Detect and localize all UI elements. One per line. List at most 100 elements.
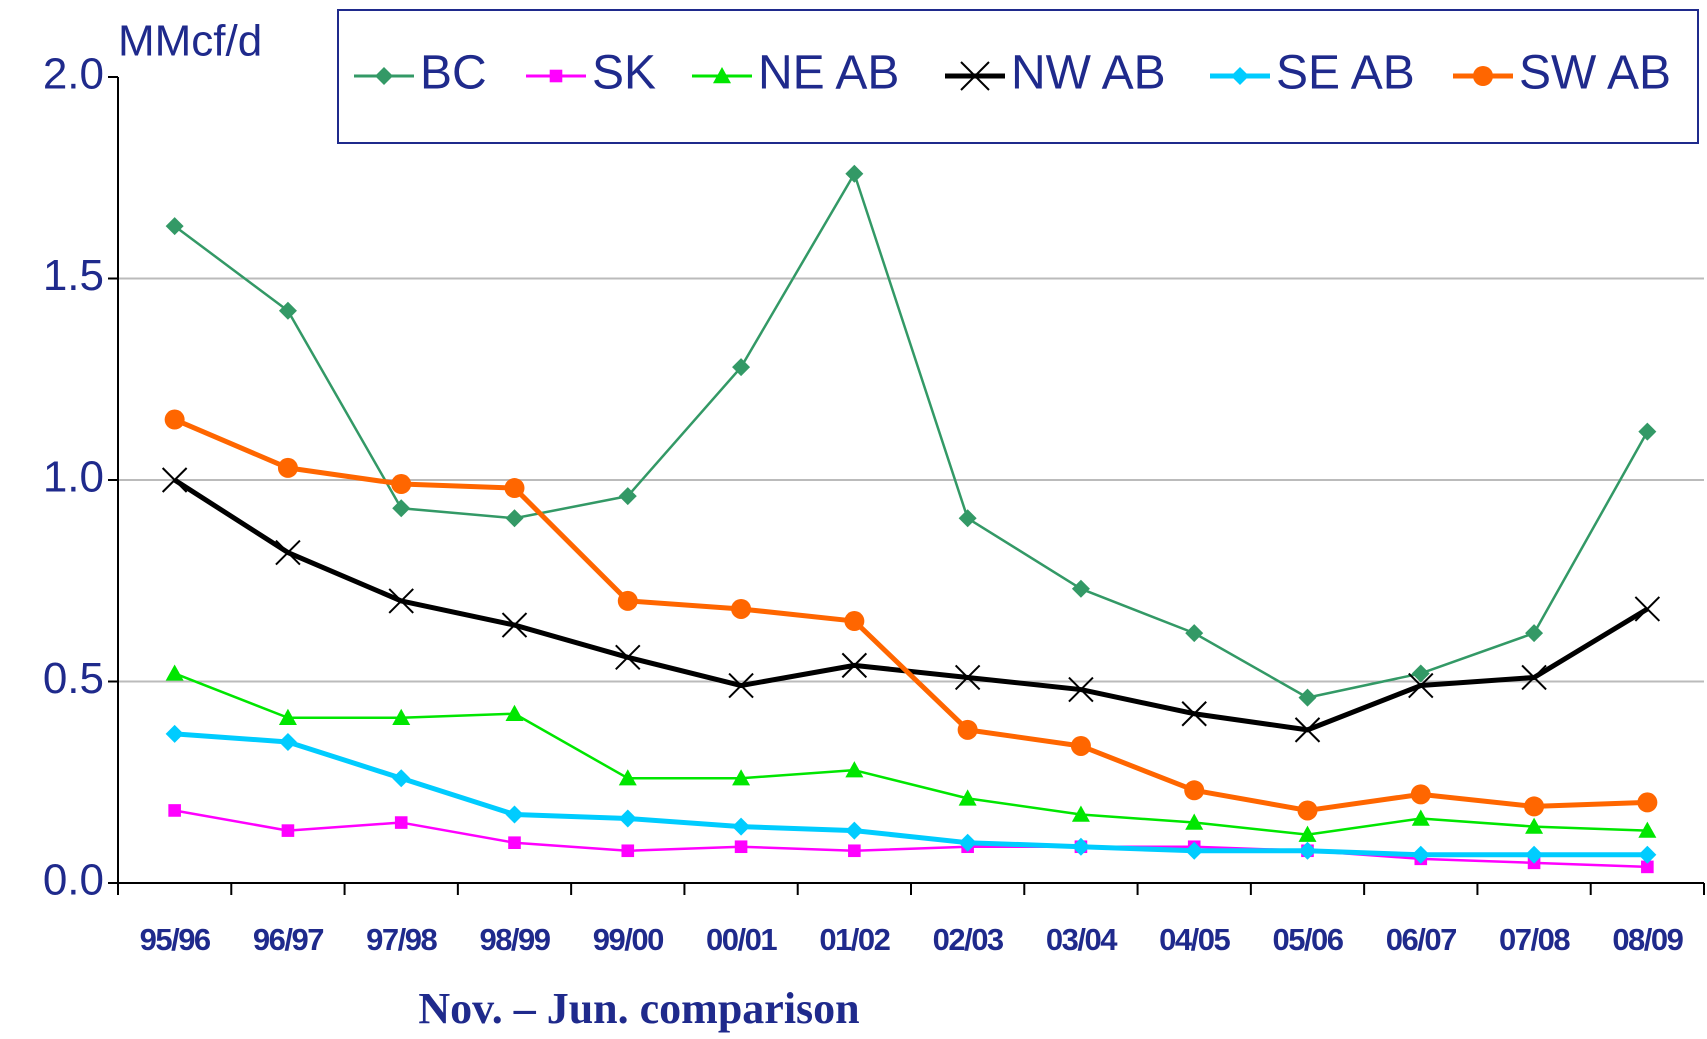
marker xyxy=(501,612,528,638)
marker xyxy=(549,69,563,83)
marker xyxy=(275,539,301,566)
marker xyxy=(392,769,411,788)
x-tick-label: 07/08 xyxy=(1499,922,1570,957)
marker xyxy=(728,672,754,699)
marker xyxy=(958,833,977,852)
y-tick-label: 0.5 xyxy=(43,654,104,703)
marker xyxy=(168,804,181,817)
x-tick-label: 99/00 xyxy=(593,922,663,957)
legend-label: SE AB xyxy=(1276,47,1415,100)
x-tick-label: 05/06 xyxy=(1272,922,1343,957)
legend-label: SW AB xyxy=(1519,47,1671,100)
marker xyxy=(1525,624,1544,643)
marker xyxy=(1525,845,1544,864)
marker xyxy=(1298,841,1317,860)
marker xyxy=(161,467,188,493)
marker xyxy=(165,217,184,236)
marker xyxy=(841,652,868,679)
marker xyxy=(732,769,751,786)
y-tick-label: 2.0 xyxy=(43,50,104,99)
x-axis-label: Nov. – Jun. comparison xyxy=(418,984,859,1033)
marker xyxy=(1185,841,1204,860)
marker xyxy=(1070,735,1091,756)
marker xyxy=(277,457,298,478)
marker xyxy=(505,805,524,824)
marker xyxy=(165,664,184,681)
marker xyxy=(1231,67,1249,85)
series-line xyxy=(173,477,1649,733)
marker xyxy=(164,409,185,430)
marker xyxy=(1298,825,1317,842)
legend-label: NE AB xyxy=(758,47,899,100)
marker xyxy=(618,809,637,828)
marker xyxy=(618,487,637,506)
marker xyxy=(1637,792,1658,813)
marker xyxy=(1068,676,1094,703)
marker xyxy=(1071,805,1090,822)
marker xyxy=(1185,813,1204,830)
marker xyxy=(1185,624,1204,643)
marker xyxy=(1297,800,1318,821)
marker xyxy=(1521,664,1547,691)
series-line xyxy=(173,172,1649,699)
marker xyxy=(391,474,412,495)
marker xyxy=(392,499,411,518)
marker xyxy=(281,824,295,837)
marker xyxy=(1473,66,1493,86)
marker xyxy=(957,719,978,740)
marker xyxy=(388,588,414,614)
marker xyxy=(375,67,393,85)
marker xyxy=(615,644,641,671)
y-axis-label: MMcf/d xyxy=(118,17,262,66)
marker xyxy=(1638,845,1657,864)
marker xyxy=(617,590,638,611)
x-tick-label: 03/04 xyxy=(1046,922,1118,957)
marker xyxy=(1071,837,1090,856)
legend-label: NW AB xyxy=(1011,47,1166,100)
series-line xyxy=(174,809,1648,869)
marker xyxy=(960,61,990,91)
marker xyxy=(734,840,748,854)
x-tick-label: 04/05 xyxy=(1159,922,1230,957)
marker xyxy=(1408,672,1434,699)
x-tick-label: 98/99 xyxy=(479,922,550,957)
marker xyxy=(845,761,864,778)
marker xyxy=(1524,796,1545,817)
marker xyxy=(1641,860,1654,874)
marker xyxy=(1071,579,1090,598)
x-tick-label: 02/03 xyxy=(933,922,1004,957)
marker xyxy=(713,67,731,84)
series-line xyxy=(174,731,1648,858)
marker xyxy=(621,844,635,858)
marker xyxy=(392,708,411,725)
x-tick-label: 06/07 xyxy=(1386,922,1456,957)
legend-label: SK xyxy=(592,47,656,100)
marker xyxy=(1525,817,1544,834)
marker xyxy=(1298,688,1317,707)
marker xyxy=(1294,717,1321,743)
series-line xyxy=(173,417,1648,813)
marker xyxy=(732,358,751,377)
series-line xyxy=(174,672,1648,836)
marker xyxy=(958,509,977,528)
x-tick-label: 95/96 xyxy=(140,922,211,957)
x-tick-label: 96/97 xyxy=(253,922,323,957)
marker xyxy=(278,708,297,725)
marker xyxy=(618,769,637,786)
legend-label: BC xyxy=(420,47,487,100)
marker xyxy=(1411,845,1430,864)
marker xyxy=(1184,780,1205,801)
y-tick-label: 0.0 xyxy=(43,856,104,905)
y-tick-label: 1.0 xyxy=(43,453,104,502)
marker xyxy=(394,816,408,829)
marker xyxy=(165,724,184,743)
marker xyxy=(1181,701,1207,727)
marker xyxy=(1411,809,1430,826)
marker xyxy=(1638,821,1657,838)
marker xyxy=(1638,422,1657,441)
marker xyxy=(845,821,864,840)
marker xyxy=(731,598,752,619)
marker xyxy=(732,817,751,836)
marker xyxy=(505,704,524,721)
marker xyxy=(845,164,864,183)
